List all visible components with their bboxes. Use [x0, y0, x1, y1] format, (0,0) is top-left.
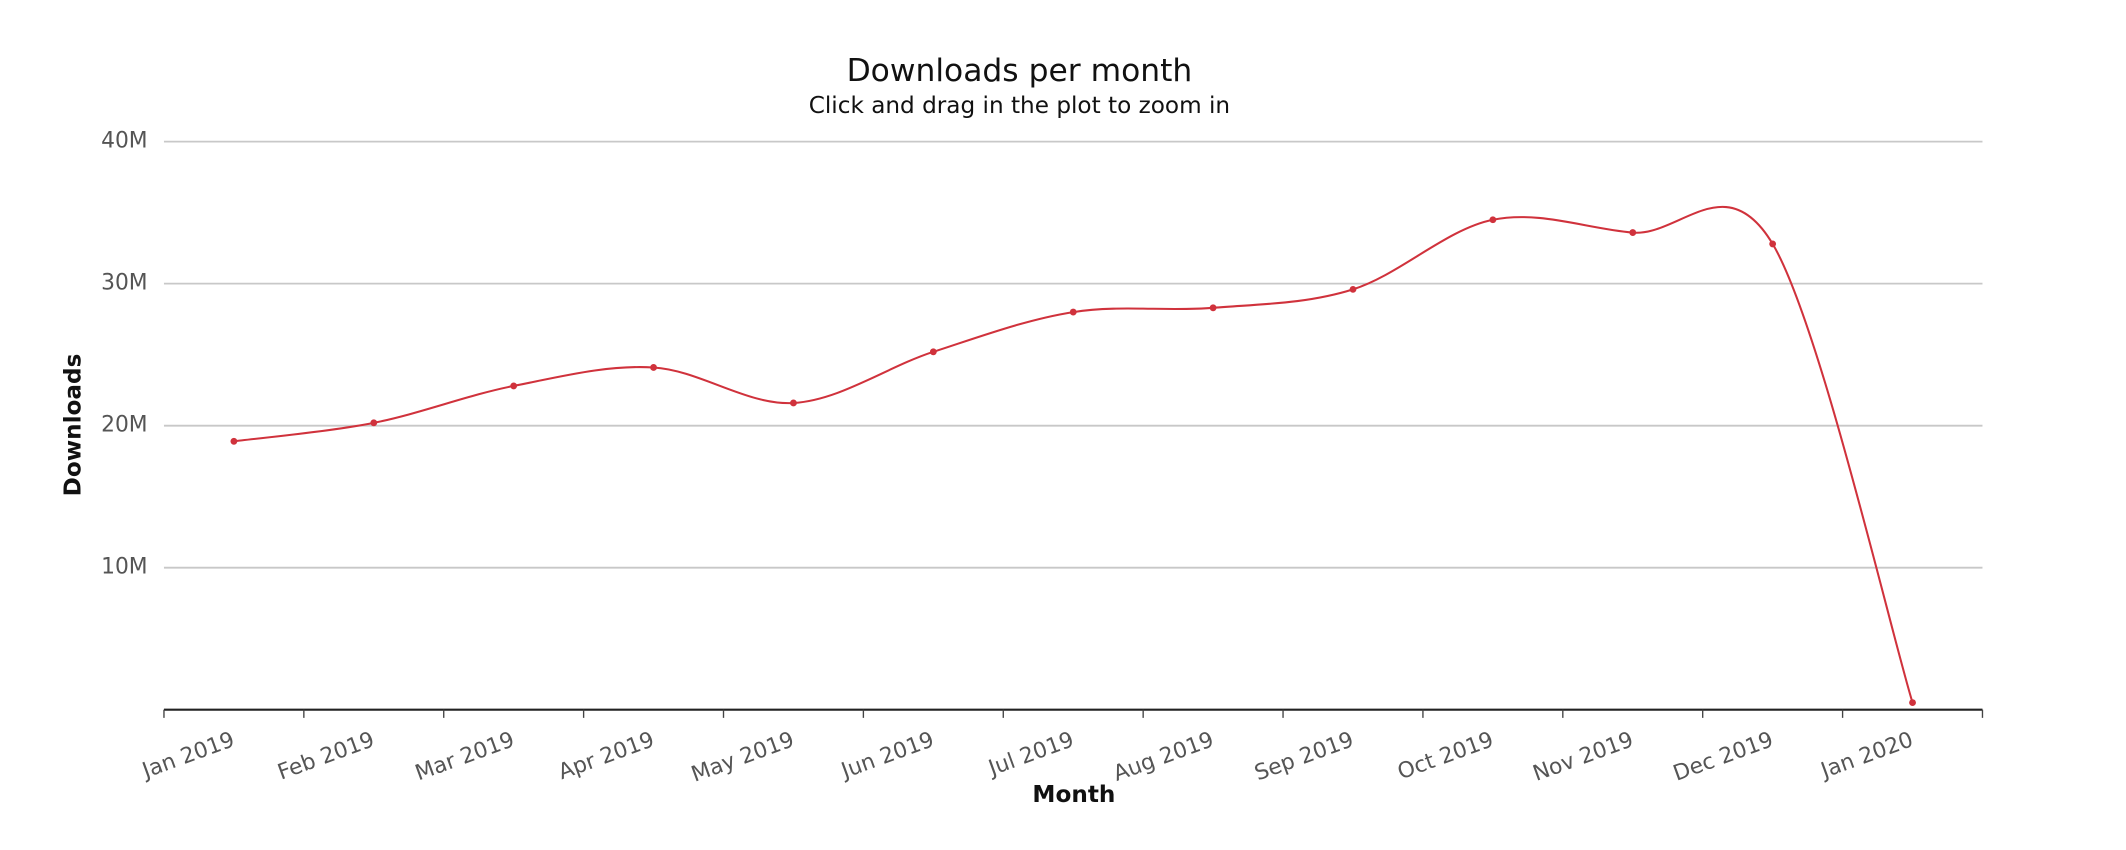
y-tick-label: 30M [101, 271, 148, 296]
x-tick-label: Jan 2019 [137, 727, 238, 784]
data-point [650, 364, 657, 371]
data-point [1909, 699, 1916, 707]
data-point [1629, 229, 1637, 236]
data-point [1489, 216, 1497, 224]
x-tick-label: Mar 2019 [412, 727, 518, 786]
x-tick-label: Dec 2019 [1670, 727, 1777, 786]
data-line [233, 206, 1914, 703]
x-tick-label: Jun 2019 [836, 727, 937, 784]
chart-subtitle: Click and drag in the plot to zoom in [809, 93, 1230, 119]
data-point [510, 382, 518, 390]
y-tick-label: 10M [101, 555, 148, 580]
data-point [370, 419, 378, 427]
y-axis-title: Downloads [61, 354, 87, 497]
y-tick-label: 40M [101, 129, 148, 154]
x-tick-label: Sep 2019 [1251, 727, 1357, 786]
data-point [1769, 240, 1777, 248]
x-tick-label: Oct 2019 [1394, 727, 1497, 785]
data-point [230, 437, 238, 445]
x-tick-label: Apr 2019 [555, 727, 658, 785]
x-tick-label: Nov 2019 [1530, 727, 1637, 786]
data-point [929, 348, 937, 356]
x-tick-label: Aug 2019 [1110, 727, 1217, 786]
x-tick-label: May 2019 [688, 727, 797, 787]
chart-title: Downloads per month [847, 53, 1193, 89]
x-tick-label: Feb 2019 [275, 727, 378, 785]
x-tick-label: Jul 2019 [984, 727, 1078, 781]
data-point [1349, 285, 1357, 293]
x-tick-label: Jan 2020 [1816, 727, 1917, 784]
data-point [1069, 308, 1077, 316]
data-point [1209, 304, 1217, 312]
data-point [790, 399, 797, 407]
y-tick-label: 20M [101, 413, 148, 438]
x-axis-title: Month [1032, 782, 1115, 808]
